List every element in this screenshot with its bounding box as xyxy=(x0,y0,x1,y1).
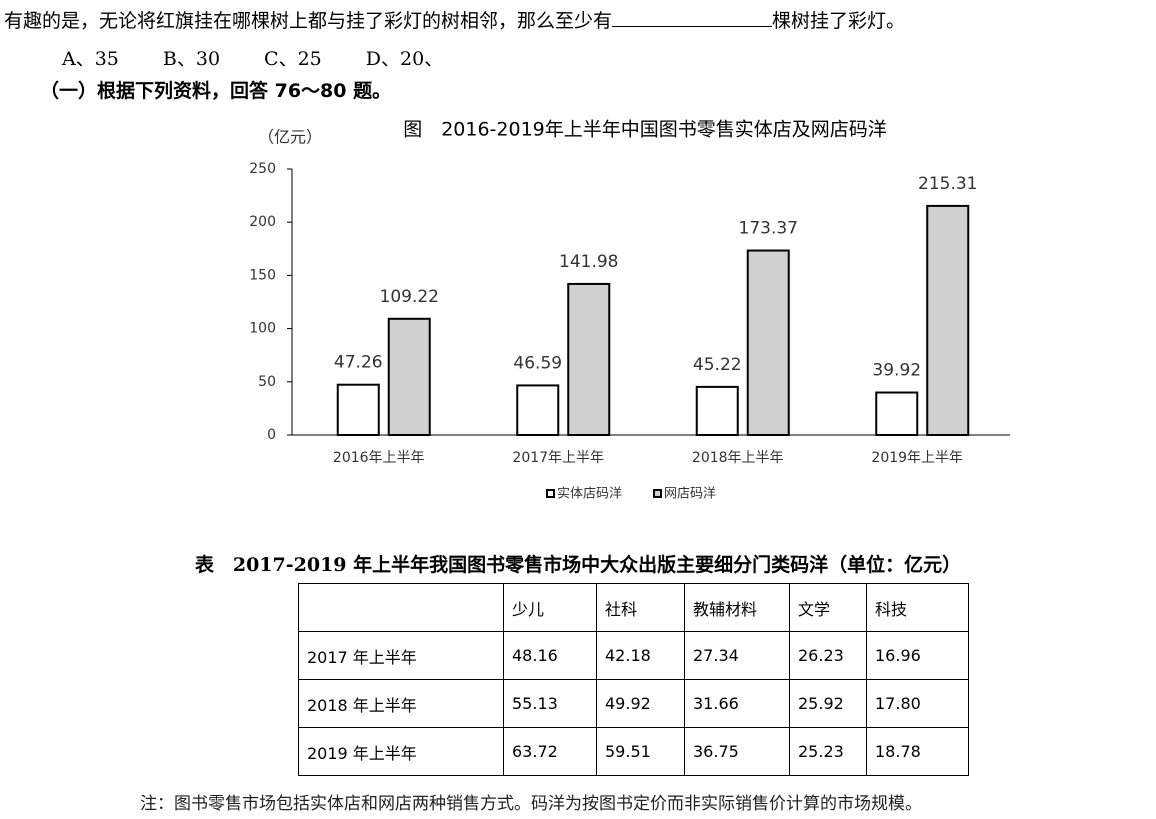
value-label: 46.59 xyxy=(513,353,562,373)
chart: 图 2016-2019年上半年中国图书零售实体店及网店码洋 （亿元） 0 50 10… xyxy=(249,119,1010,502)
table-cell: 48.16 xyxy=(503,631,597,680)
legend-swatch xyxy=(546,489,555,498)
table-cell: 36.75 xyxy=(684,727,790,776)
header-cell: 文学 xyxy=(789,583,867,632)
question-text: 棵树挂了彩灯。 xyxy=(772,10,906,32)
value-label: 215.31 xyxy=(918,174,977,194)
table-cell: 59.51 xyxy=(596,727,685,776)
table-cell: 25.23 xyxy=(789,727,867,776)
x-tick-label: 2017年上半年 xyxy=(512,450,604,466)
bar xyxy=(567,282,611,437)
option: C、25 xyxy=(264,48,322,70)
bar xyxy=(875,391,919,436)
value-label: 173.37 xyxy=(739,219,798,239)
y-tick-label: 250 xyxy=(249,161,276,177)
header-cell: 教辅材料 xyxy=(684,583,790,632)
bar xyxy=(516,384,560,437)
chart-title: 图 2016-2019年上半年中国图书零售实体店及网店码洋 xyxy=(403,119,887,141)
y-tick-label: 100 xyxy=(249,321,276,337)
value-label: 45.22 xyxy=(693,355,742,375)
bar xyxy=(695,385,739,437)
header-cell xyxy=(298,583,504,632)
y-tick-label: 200 xyxy=(249,214,276,230)
bar xyxy=(746,249,790,436)
row-label: 2017 年上半年 xyxy=(298,631,504,680)
option: A、35 xyxy=(62,48,119,70)
header-cell: 少儿 xyxy=(503,583,597,632)
option: B、30 xyxy=(162,48,221,70)
x-tick-label: 2019年上半年 xyxy=(871,450,963,466)
value-label: 47.26 xyxy=(334,353,383,373)
table-row: 2019 年上半年 63.72 59.51 36.75 25.23 18.78 xyxy=(298,727,969,776)
row-label: 2018 年上半年 xyxy=(298,679,504,728)
table-cell: 63.72 xyxy=(503,727,597,776)
table-cell: 25.92 xyxy=(789,679,867,728)
options: A、35 B、30 C、25 D、20、 xyxy=(62,44,487,71)
option: D、20、 xyxy=(365,48,444,70)
table-title: 表 2017-2019 年上半年我国图书零售市场中大众出版主要细分门类码洋（单位… xyxy=(194,554,962,576)
table-row: 2018 年上半年 55.13 49.92 31.66 25.92 17.80 xyxy=(298,679,969,728)
section-heading: （一）根据下列资料，回答 76～80 题。 xyxy=(40,80,392,102)
value-label: 141.98 xyxy=(559,252,618,272)
note: 注：图书零售市场包括实体店和网店两种销售方式。码洋为按图书定价而非实际销售价计算… xyxy=(140,794,922,814)
table-row: 2017 年上半年 48.16 42.18 27.34 26.23 16.96 xyxy=(298,631,969,680)
data-table: 少儿 社科 教辅材料 文学 科技 2017 年上半年 48.16 42.18 27.34 26.2… xyxy=(298,583,969,776)
table-cell: 31.66 xyxy=(684,679,790,728)
table-cell: 49.92 xyxy=(596,679,685,728)
table-cell: 16.96 xyxy=(866,631,969,680)
table-cell: 26.23 xyxy=(789,631,867,680)
value-label: 39.92 xyxy=(872,361,921,381)
bar xyxy=(336,383,380,437)
x-tick-label: 2018年上半年 xyxy=(692,450,784,466)
value-label: 109.22 xyxy=(380,287,439,307)
x-tick-label: 2016年上半年 xyxy=(333,450,425,466)
question-text: 有趣的是，无论将红旗挂在哪棵树上都与挂了彩灯的树相邻，那么至少有 xyxy=(4,10,613,32)
y-axis-unit: （亿元） xyxy=(258,128,322,147)
bar xyxy=(926,204,970,436)
y-tick-label: 0 xyxy=(267,427,276,443)
header-row: 少儿 社科 教辅材料 文学 科技 xyxy=(298,583,969,632)
table-cell: 42.18 xyxy=(596,631,685,680)
legend-label: 网店码洋 xyxy=(664,487,716,502)
question: 有趣的是，无论将红旗挂在哪棵树上都与挂了彩灯的树相邻，那么至少有 棵树挂了彩灯。 xyxy=(4,6,905,33)
table-cell: 17.80 xyxy=(866,679,969,728)
table-cell: 55.13 xyxy=(503,679,597,728)
header-cell: 科技 xyxy=(866,583,969,632)
y-tick-label: 150 xyxy=(249,267,276,283)
y-tick-label: 50 xyxy=(258,374,276,390)
bar xyxy=(387,317,431,436)
table-cell: 18.78 xyxy=(866,727,969,776)
legend-label: 实体店码洋 xyxy=(557,487,622,502)
header-cell: 社科 xyxy=(596,583,685,632)
answer-blank xyxy=(612,8,773,27)
legend-swatch xyxy=(653,489,662,498)
table-cell: 27.34 xyxy=(684,631,790,680)
row-label: 2019 年上半年 xyxy=(298,727,504,776)
